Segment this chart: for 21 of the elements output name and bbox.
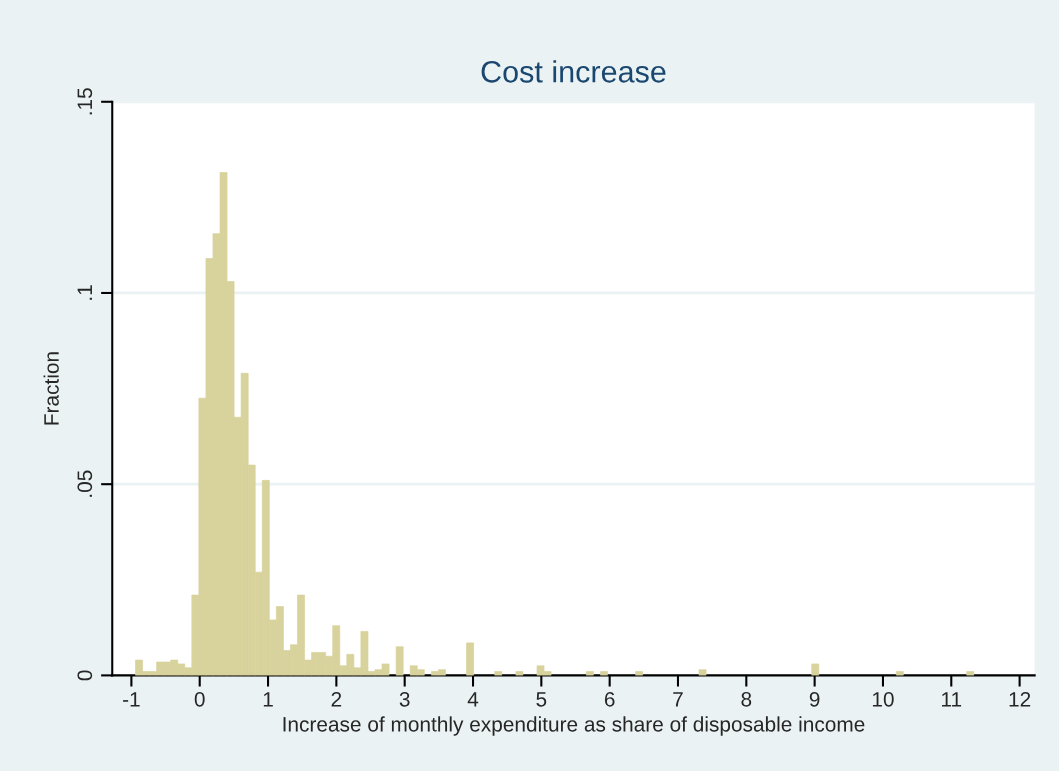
- x-axis-title: Increase of monthly expenditure as share of disposable income: [283, 716, 865, 736]
- x-tick-label: 7: [673, 692, 683, 707]
- x-tick-label: 4: [467, 692, 479, 707]
- x-tick-label: 12: [1009, 691, 1031, 707]
- x-tick-label: 0: [194, 691, 205, 707]
- x-tick-label: 6: [604, 691, 615, 707]
- x-tick-label: 1: [263, 692, 273, 707]
- y-tick-label: .05: [77, 470, 93, 497]
- y-tick-label: .15: [77, 88, 93, 115]
- x-tick-label: 5: [536, 692, 547, 707]
- x-tick-label: 9: [809, 691, 820, 707]
- x-tick-label: 11: [942, 692, 962, 707]
- x-tick-label: 2: [331, 691, 342, 707]
- x-tick-label: -1: [123, 692, 140, 707]
- x-tick-label: 3: [399, 691, 410, 707]
- chart-title: Cost increase: [481, 60, 666, 83]
- y-tick-label: 0: [77, 670, 93, 681]
- x-tick-label: 8: [741, 691, 752, 707]
- x-tick-label: 10: [872, 691, 894, 707]
- y-axis-title: Fraction: [43, 352, 59, 425]
- y-tick-label: .1: [77, 285, 92, 300]
